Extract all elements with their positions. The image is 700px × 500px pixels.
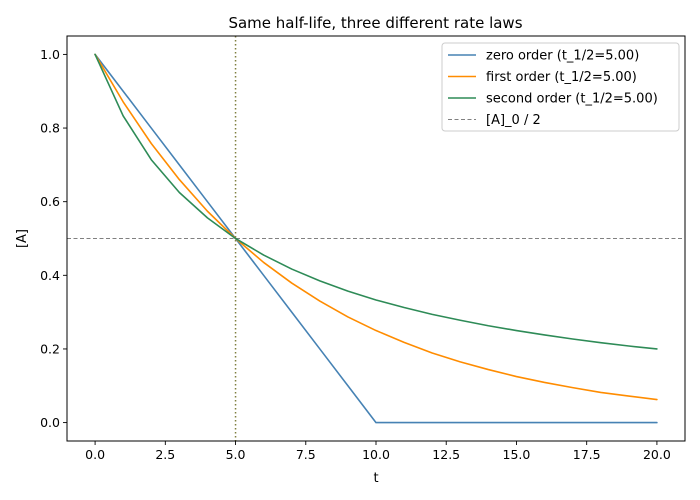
- x-tick-label: 10.0: [362, 447, 390, 462]
- legend-label-second-order: second order (t_1/2=5.00): [486, 92, 658, 107]
- legend-label-half-concentration: [A]_0 / 2: [486, 113, 541, 128]
- x-tick-label: 20.0: [643, 447, 671, 462]
- legend-label-first-order: first order (t_1/2=5.00): [486, 70, 637, 85]
- x-tick-label: 7.5: [296, 447, 316, 462]
- x-tick-label: 12.5: [432, 447, 460, 462]
- plot-area: [67, 36, 685, 441]
- x-tick-label: 15.0: [503, 447, 531, 462]
- y-axis: 0.0 0.2 0.4 0.6 0.8 1.0: [40, 47, 67, 430]
- y-axis-title: [A]: [15, 229, 30, 248]
- legend-box: [441, 42, 680, 132]
- y-tick-label: 0.2: [40, 341, 60, 356]
- zero-order-line: [94, 53, 658, 424]
- x-tick-label: 2.5: [155, 447, 175, 462]
- y-tick-label: 1.0: [40, 47, 60, 62]
- y-tick-label: 0.0: [40, 415, 60, 430]
- first-order-line: [94, 53, 658, 401]
- x-axis-title: t: [373, 471, 378, 486]
- y-tick-label: 0.8: [40, 121, 60, 136]
- second-order-line: [94, 53, 658, 350]
- y-tick-label: 0.4: [40, 268, 60, 283]
- y-tick-label: 0.6: [40, 194, 60, 209]
- legend: zero order (t_1/2=5.00)first order (t_1/…: [441, 42, 680, 132]
- x-axis: 0.0 2.5 5.0 7.5 10.0 12.5 15.0 17.5 20.0: [85, 441, 671, 462]
- x-tick-label: 0.0: [85, 447, 105, 462]
- chart-title: Same half-life, three different rate law…: [228, 14, 522, 32]
- x-tick-label: 17.5: [573, 447, 601, 462]
- x-tick-label: 5.0: [226, 447, 246, 462]
- legend-label-zero-order: zero order (t_1/2=5.00): [486, 49, 639, 64]
